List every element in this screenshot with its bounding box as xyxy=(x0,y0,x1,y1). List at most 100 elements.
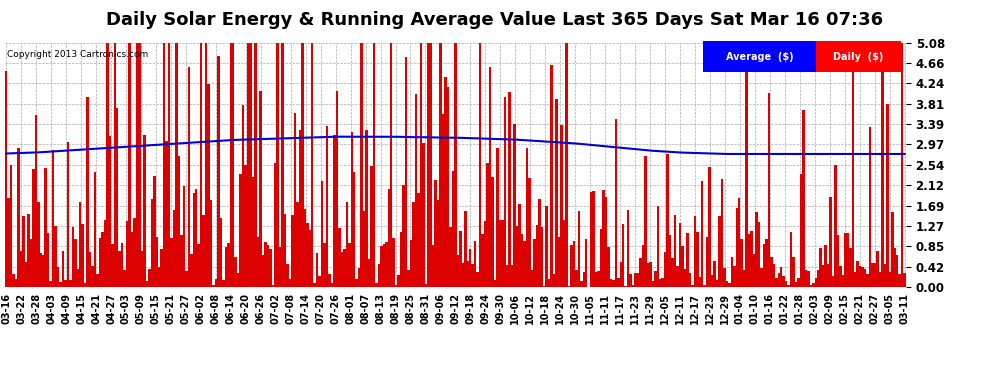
Bar xyxy=(207,84,210,287)
Bar xyxy=(607,247,610,287)
Bar xyxy=(230,43,232,287)
Bar xyxy=(153,176,155,287)
Bar xyxy=(765,239,767,287)
Bar xyxy=(464,211,466,287)
Bar xyxy=(299,130,301,287)
Bar xyxy=(567,286,570,287)
Bar xyxy=(644,156,646,287)
Bar xyxy=(484,221,486,287)
Bar xyxy=(728,283,731,287)
Bar xyxy=(119,251,121,287)
Bar xyxy=(656,206,659,287)
Bar xyxy=(30,239,32,287)
Bar xyxy=(178,156,180,287)
Bar xyxy=(331,284,334,287)
Bar xyxy=(40,253,42,287)
Bar xyxy=(415,94,417,287)
Bar xyxy=(851,43,854,287)
Bar xyxy=(501,220,504,287)
Bar xyxy=(830,197,832,287)
Bar xyxy=(247,43,249,287)
Bar xyxy=(432,245,435,287)
Bar xyxy=(289,279,291,287)
Bar xyxy=(896,255,899,287)
Bar xyxy=(390,43,392,287)
Bar xyxy=(762,243,765,287)
Bar xyxy=(71,227,74,287)
Bar xyxy=(810,285,812,287)
Bar xyxy=(627,210,630,287)
Bar xyxy=(27,214,30,287)
Bar xyxy=(380,246,382,287)
Bar xyxy=(602,190,605,287)
Bar xyxy=(699,277,701,287)
Bar xyxy=(235,257,237,287)
Bar xyxy=(20,251,22,287)
Bar xyxy=(719,216,721,287)
Bar xyxy=(849,248,851,287)
Bar xyxy=(385,242,387,287)
Bar xyxy=(752,254,755,287)
Bar xyxy=(205,43,207,287)
Bar xyxy=(173,210,175,287)
Bar xyxy=(139,43,141,287)
Bar xyxy=(269,249,271,287)
Bar xyxy=(407,270,410,287)
Bar xyxy=(494,280,496,287)
Bar xyxy=(876,251,879,287)
Bar xyxy=(249,43,251,287)
Bar xyxy=(242,105,245,287)
Bar xyxy=(144,135,146,287)
Bar xyxy=(141,251,144,287)
Bar xyxy=(10,165,12,287)
Bar xyxy=(121,243,124,287)
Bar xyxy=(410,240,412,287)
Bar xyxy=(435,180,437,287)
Bar xyxy=(461,262,464,287)
Bar xyxy=(284,214,286,287)
Bar xyxy=(74,239,76,287)
Bar xyxy=(640,258,642,287)
Bar xyxy=(155,237,158,287)
Bar xyxy=(306,223,309,287)
Bar xyxy=(696,232,699,287)
Bar xyxy=(59,282,61,287)
Bar xyxy=(111,243,114,287)
Bar xyxy=(856,261,859,287)
Bar xyxy=(456,255,459,287)
Bar xyxy=(245,165,247,287)
Bar xyxy=(874,263,876,287)
Bar xyxy=(760,268,762,287)
Bar xyxy=(89,252,91,287)
Bar xyxy=(256,237,259,287)
Bar xyxy=(104,220,106,287)
Bar xyxy=(358,268,360,287)
Bar xyxy=(750,231,752,287)
Bar xyxy=(590,192,592,287)
Bar xyxy=(35,116,37,287)
Bar xyxy=(397,275,400,287)
Bar xyxy=(676,266,679,287)
Bar xyxy=(227,243,230,287)
Bar xyxy=(365,130,367,287)
Bar xyxy=(195,189,197,287)
Text: Daily  ($): Daily ($) xyxy=(834,51,884,62)
Bar xyxy=(190,254,192,287)
Bar xyxy=(363,211,365,287)
Bar xyxy=(22,216,25,287)
Bar xyxy=(519,204,521,287)
Bar xyxy=(869,128,871,287)
Bar xyxy=(69,280,71,287)
Bar xyxy=(326,126,329,287)
Bar xyxy=(555,99,557,287)
Bar xyxy=(192,192,195,287)
Bar xyxy=(777,273,780,287)
Bar xyxy=(94,172,96,287)
Text: Copyright 2013 Cartronics.com: Copyright 2013 Cartronics.com xyxy=(7,51,148,59)
Bar xyxy=(511,266,514,287)
Bar xyxy=(529,178,531,287)
Bar xyxy=(395,285,397,287)
Bar xyxy=(755,212,757,287)
Bar xyxy=(610,279,612,287)
Bar xyxy=(45,168,47,287)
